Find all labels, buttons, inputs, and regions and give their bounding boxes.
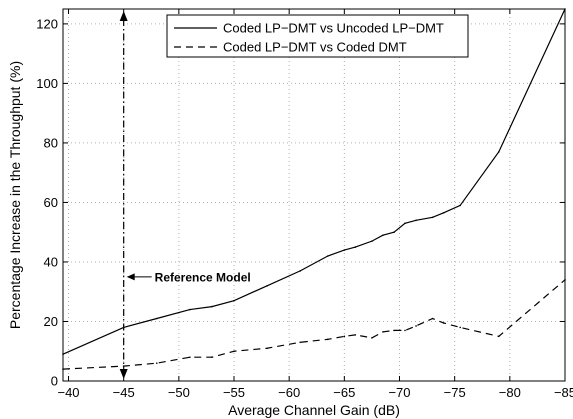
y-tick-label: 0 xyxy=(51,374,58,389)
data-point xyxy=(233,299,235,302)
y-axis-label: Percentage Increase in the Throughput (%… xyxy=(7,61,23,329)
data-point xyxy=(431,216,434,219)
data-point xyxy=(459,326,461,329)
data-point xyxy=(498,335,500,338)
data-point xyxy=(155,362,158,364)
data-point xyxy=(326,338,329,341)
data-point xyxy=(354,334,357,336)
x-tick-label: −70 xyxy=(388,385,410,400)
data-point xyxy=(189,308,191,311)
data-point xyxy=(498,151,500,153)
data-point xyxy=(459,204,461,207)
data-point xyxy=(122,365,125,367)
data-point xyxy=(326,255,329,257)
x-tick-label: −45 xyxy=(113,385,135,400)
x-tick-label: −80 xyxy=(499,385,521,400)
series-layer xyxy=(62,8,566,370)
legend-label-2: Coded LP−DMT vs Coded DMT xyxy=(223,40,407,55)
x-tick-label: −55 xyxy=(223,385,245,400)
series-line-2 xyxy=(62,279,566,370)
y-tick-label: 120 xyxy=(36,16,58,31)
data-point xyxy=(211,305,213,308)
data-point xyxy=(266,284,268,287)
data-point xyxy=(211,356,213,358)
data-point xyxy=(415,325,417,327)
data-point xyxy=(343,335,346,338)
data-point xyxy=(415,219,417,222)
data-point xyxy=(404,222,406,225)
x-tick-label: −75 xyxy=(444,385,466,400)
legend: Coded LP−DMT vs Uncoded LP−DMT Coded LP−D… xyxy=(166,14,469,58)
plot-frame xyxy=(62,8,566,382)
data-point xyxy=(299,270,302,272)
x-tick-label: −50 xyxy=(168,385,190,400)
y-tick-label: 60 xyxy=(44,195,58,210)
data-point xyxy=(404,329,406,332)
data-point xyxy=(354,246,357,248)
x-tick-label: −65 xyxy=(333,385,355,400)
data-point xyxy=(382,234,384,236)
data-point xyxy=(442,212,445,214)
legend-label-1: Coded LP−DMT vs Uncoded LP−DMT xyxy=(223,21,444,36)
x-axis-label: Average Channel Gain (dB) xyxy=(228,402,400,418)
y-tick-label: 80 xyxy=(44,135,58,150)
x-tick-label: −60 xyxy=(278,385,300,400)
y-tick-label: 40 xyxy=(44,254,58,269)
data-point xyxy=(371,240,373,242)
annotation-layer: Reference Model xyxy=(119,11,251,379)
data-point xyxy=(155,317,158,320)
data-point xyxy=(431,317,434,320)
data-point xyxy=(189,356,191,358)
data-point xyxy=(393,231,395,233)
data-point xyxy=(343,249,346,251)
x-tick-label: −85 xyxy=(554,385,573,400)
legend-box xyxy=(166,14,469,58)
data-point xyxy=(393,329,395,332)
series-1 xyxy=(62,8,566,356)
reference-arrowhead-bottom xyxy=(119,369,128,379)
data-point xyxy=(371,337,373,339)
y-tick-label: 100 xyxy=(36,76,58,91)
reference-pointer-head xyxy=(126,273,135,281)
x-ticks: −40 −45 −50 −55 −60 −65 −70 −75 −80 −85 xyxy=(57,9,573,400)
y-ticks: 0 20 40 60 80 100 120 xyxy=(36,16,565,389)
data-point xyxy=(299,341,302,344)
data-point xyxy=(382,331,384,333)
x-tick-label: −40 xyxy=(57,385,79,400)
reference-label: Reference Model xyxy=(155,270,251,284)
data-point xyxy=(266,347,268,350)
data-point xyxy=(442,322,445,324)
data-point xyxy=(233,350,235,353)
reference-arrowhead-top xyxy=(119,11,128,21)
y-tick-label: 20 xyxy=(44,314,58,329)
